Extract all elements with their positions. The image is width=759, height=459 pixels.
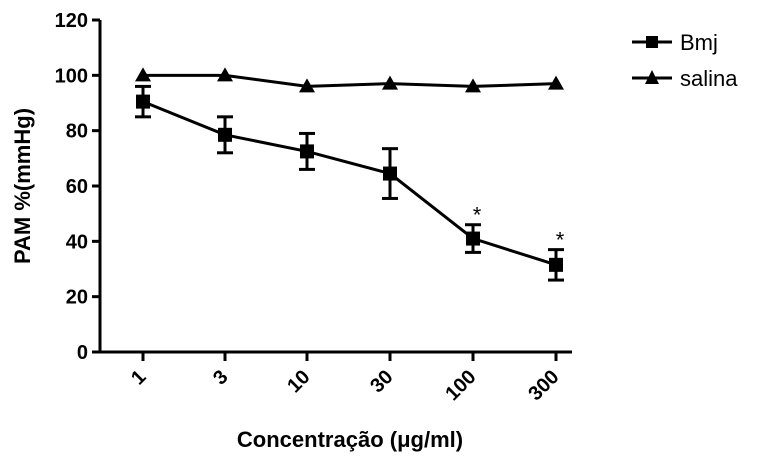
x-tick-label-3: 30 [366, 366, 397, 397]
x-axis: 1 3 10 30 100 300 [100, 350, 572, 405]
x-tick-label-0: 1 [127, 366, 150, 389]
y-tick-label-5: 100 [55, 65, 88, 87]
legend-marker-triangle [645, 70, 659, 84]
y-tick-label-3: 60 [66, 176, 88, 198]
y-axis: 0 20 40 60 80 100 120 [55, 10, 102, 364]
legend-label-bmj: Bmj [680, 30, 718, 55]
legend-label-salina: salina [680, 66, 738, 91]
data-point-square [218, 127, 232, 142]
data-point-triangle [465, 78, 481, 93]
y-axis-label: PAM %(mmHg) [10, 108, 35, 264]
x-tick-label-5: 300 [524, 366, 563, 405]
series-bmj: ** [135, 84, 565, 282]
significance-marker: * [556, 228, 565, 253]
y-ticks: 0 20 40 60 80 100 120 [55, 10, 100, 364]
series-line-bmj [142, 100, 557, 267]
data-point-triangle [135, 67, 151, 82]
y-tick-label-1: 20 [66, 287, 88, 309]
data-point-square [383, 166, 397, 181]
data-point-triangle [548, 75, 564, 90]
data-point-triangle [217, 67, 233, 82]
x-axis-label: Concentração (μg/ml) [237, 427, 463, 452]
y-tick-label-4: 80 [66, 121, 88, 143]
x-tick-label-2: 10 [283, 366, 314, 397]
data-point-triangle [299, 78, 315, 93]
x-ticks: 1 3 10 30 100 300 [127, 352, 564, 405]
plot-area: ** [135, 67, 565, 282]
y-tick-label-0: 0 [77, 342, 88, 364]
legend-item-salina: salina [632, 66, 738, 91]
x-tick-label-4: 100 [441, 366, 480, 405]
series-line-salina [143, 73, 557, 88]
series-salina [135, 67, 564, 93]
legend-marker-square [646, 36, 658, 48]
data-point-triangle [382, 75, 398, 90]
legend-item-bmj: Bmj [632, 30, 718, 55]
data-point-square [466, 231, 480, 246]
data-point-square [300, 144, 314, 159]
legend: Bmj salina [632, 30, 738, 91]
y-tick-label-2: 40 [66, 231, 88, 253]
data-point-square [136, 94, 150, 109]
significance-marker: * [473, 203, 482, 228]
y-tick-label-6: 120 [55, 10, 88, 32]
x-tick-label-1: 3 [209, 366, 232, 389]
data-point-square [549, 257, 563, 272]
